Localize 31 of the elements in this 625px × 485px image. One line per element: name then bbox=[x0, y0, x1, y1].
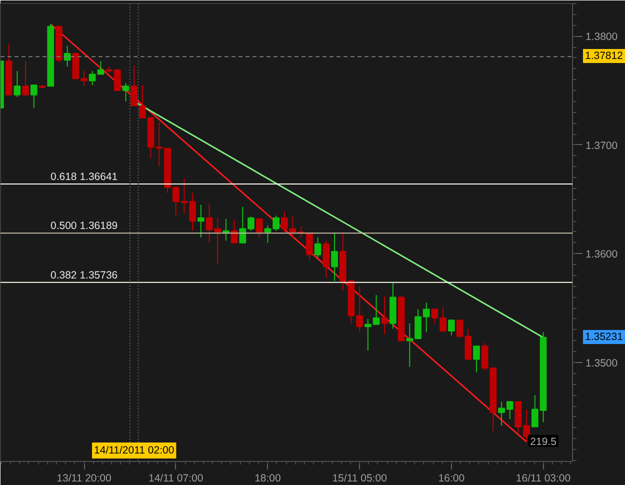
candlestick bbox=[22, 60, 29, 96]
x-tick-label: 16:00 bbox=[438, 472, 465, 484]
ref-line-label: 0.500 1.36189 bbox=[50, 220, 118, 232]
candlestick bbox=[122, 82, 130, 102]
y-tick-label: 1.3500 bbox=[586, 358, 618, 370]
candlestick bbox=[30, 84, 38, 108]
ref-line-label: 0.382 1.35736 bbox=[50, 269, 118, 282]
candlestick bbox=[64, 45, 71, 68]
x-tick-label: 14/11 07:00 bbox=[148, 472, 204, 484]
annotation: 219.5 bbox=[530, 436, 557, 448]
candlestick bbox=[331, 232, 338, 282]
candlestick bbox=[314, 236, 322, 259]
x-tick-label: 15/11 05:00 bbox=[332, 472, 388, 484]
ref-line-label: 1.37812 bbox=[585, 49, 623, 64]
annotation: 14/11/2011 02:00 bbox=[94, 444, 174, 456]
candlestick bbox=[197, 204, 204, 238]
candlestick bbox=[381, 296, 388, 335]
x-tick-label: 18:00 bbox=[254, 472, 282, 484]
text: 1.35231 bbox=[585, 330, 623, 344]
candlestick bbox=[322, 240, 330, 278]
y-tick-label: 1.3800 bbox=[586, 31, 618, 44]
x-tick-label: 16/11 03:00 bbox=[516, 472, 571, 484]
candlestick bbox=[256, 218, 263, 238]
ref-line-label: 0.618 1.36641 bbox=[50, 170, 118, 183]
candlestick bbox=[306, 232, 313, 261]
x-tick-label: 13/11 20:00 bbox=[56, 472, 112, 484]
candlestick bbox=[473, 346, 480, 373]
candlestick bbox=[448, 320, 455, 336]
y-tick-label: 1.3600 bbox=[586, 248, 618, 261]
y-tick-label: 1.3700 bbox=[586, 140, 618, 152]
candlestick bbox=[14, 70, 21, 98]
